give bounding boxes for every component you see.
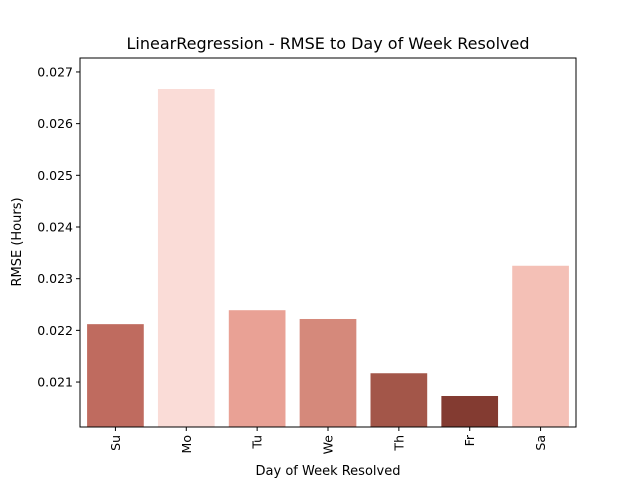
y-tick-label: 0.021 xyxy=(37,375,73,390)
y-tick-label: 0.025 xyxy=(37,168,73,183)
bar-fr xyxy=(441,395,499,427)
y-tick-label: 0.022 xyxy=(37,323,73,338)
x-tick-label: Mo xyxy=(179,435,194,453)
x-tick-label: Su xyxy=(108,435,123,451)
bar-we xyxy=(299,318,357,427)
chart-title: LinearRegression - RMSE to Day of Week R… xyxy=(127,34,530,53)
x-tick-label: Sa xyxy=(533,435,548,451)
x-tick-label: Tu xyxy=(250,435,265,450)
y-tick-label: 0.026 xyxy=(37,116,73,131)
bars-group xyxy=(87,89,569,428)
bar-su xyxy=(87,324,144,427)
bar-mo xyxy=(157,89,215,428)
y-axis-label: RMSE (Hours) xyxy=(10,197,25,286)
y-axis: 0.021 0.022 0.023 0.024 0.025 0.026 0.027 xyxy=(37,64,80,390)
bar-sa xyxy=(512,265,569,427)
plot-frame xyxy=(79,57,577,428)
x-axis-label: Day of Week Resolved xyxy=(256,464,401,479)
bar-tu xyxy=(228,310,286,427)
y-tick-label: 0.023 xyxy=(37,271,73,286)
bar-th xyxy=(370,373,428,427)
y-tick-label: 0.027 xyxy=(37,64,73,79)
x-tick-label: We xyxy=(321,435,336,455)
x-tick-label: Fr xyxy=(462,434,477,446)
x-tick-label: Th xyxy=(391,435,406,452)
x-axis: Su Mo Tu We Th Fr Sa xyxy=(108,427,548,454)
y-tick-label: 0.024 xyxy=(37,219,73,234)
